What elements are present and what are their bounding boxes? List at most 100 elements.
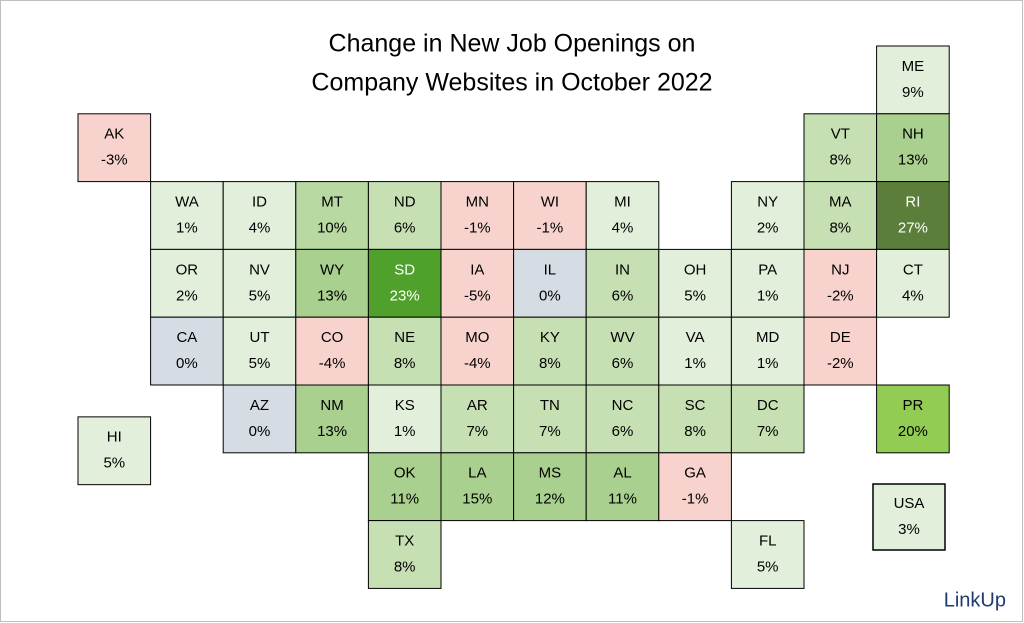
state-label: IA — [470, 261, 484, 278]
tile — [803, 316, 878, 386]
state-label: GA — [684, 465, 706, 482]
value-label: 8% — [829, 152, 851, 169]
state-label: MI — [614, 193, 631, 210]
value-label: 5% — [103, 455, 125, 472]
tile — [872, 483, 946, 551]
state-label: ND — [394, 193, 416, 210]
value-label: 6% — [612, 423, 634, 440]
value-label: 0% — [249, 423, 271, 440]
title-line: Company Websites in October 2022 — [311, 69, 712, 97]
value-label: 4% — [612, 219, 634, 236]
value-label: 6% — [394, 219, 416, 236]
value-label: 23% — [390, 287, 420, 304]
tile — [585, 316, 660, 386]
value-label: 3% — [898, 521, 920, 538]
tile — [730, 248, 805, 318]
tile — [367, 248, 442, 318]
value-label: 1% — [176, 219, 198, 236]
tile — [222, 384, 297, 454]
tile — [803, 113, 878, 183]
value-label: 8% — [684, 423, 706, 440]
tile — [513, 181, 587, 250]
state-label: WI — [541, 193, 559, 210]
tile — [367, 520, 442, 589]
tile — [730, 316, 805, 386]
value-label: -2% — [827, 355, 854, 372]
state-label: KS — [395, 397, 415, 414]
value-label: 11% — [390, 491, 419, 508]
state-label: IL — [544, 261, 557, 278]
value-label: 2% — [176, 287, 198, 304]
tile — [440, 248, 515, 318]
value-label: 4% — [902, 287, 924, 304]
state-label: PR — [902, 397, 923, 414]
value-label: 6% — [612, 287, 634, 304]
tile — [440, 452, 515, 522]
tile — [658, 384, 732, 454]
state-label: AR — [467, 397, 488, 414]
value-label: 13% — [898, 152, 928, 169]
tile — [876, 384, 950, 454]
state-label: CA — [176, 329, 197, 346]
value-label: 10% — [317, 219, 347, 236]
state-label: NC — [612, 397, 634, 414]
tile — [295, 384, 369, 454]
value-label: -4% — [319, 355, 346, 372]
state-label: NM — [320, 397, 343, 414]
value-label: 6% — [612, 355, 634, 372]
tile — [222, 248, 297, 318]
state-label: VA — [686, 329, 705, 346]
tile — [803, 248, 878, 318]
tile — [513, 248, 587, 318]
state-label: TN — [540, 397, 560, 414]
tile — [150, 248, 224, 318]
state-label: CT — [903, 261, 923, 278]
state-label: WY — [320, 261, 344, 278]
tile — [367, 316, 442, 386]
value-label: -1% — [464, 219, 491, 236]
state-label: SD — [394, 261, 415, 278]
tile — [295, 316, 369, 386]
state-label: NH — [902, 126, 924, 143]
tile — [295, 248, 369, 318]
tile — [77, 416, 152, 486]
tile — [803, 181, 878, 250]
tile — [513, 384, 587, 454]
logo: LinkUp — [944, 589, 1006, 611]
tile — [658, 452, 732, 522]
state-label: NV — [249, 261, 270, 278]
value-label: 0% — [539, 287, 561, 304]
value-label: 27% — [898, 219, 928, 236]
value-label: -4% — [464, 355, 491, 372]
state-label: MA — [829, 193, 852, 210]
state-label: NY — [757, 193, 778, 210]
value-label: 1% — [757, 355, 779, 372]
tile — [585, 181, 660, 250]
state-label: OH — [684, 261, 707, 278]
state-label: TX — [395, 532, 414, 549]
value-label: -1% — [682, 491, 709, 508]
state-label: HI — [107, 429, 122, 446]
value-label: 5% — [757, 558, 779, 575]
value-label: 13% — [317, 287, 347, 304]
value-label: 8% — [829, 219, 851, 236]
value-label: 2% — [757, 219, 779, 236]
tile — [367, 181, 442, 250]
state-label: UT — [250, 329, 270, 346]
tile — [730, 181, 805, 250]
value-label: 9% — [902, 84, 924, 101]
value-label: 1% — [394, 423, 416, 440]
value-label: 1% — [757, 287, 779, 304]
state-label: NE — [394, 329, 415, 346]
value-label: 12% — [535, 491, 565, 508]
tile — [585, 384, 660, 454]
tile — [730, 520, 805, 589]
state-label: AZ — [250, 397, 269, 414]
value-label: 0% — [176, 355, 198, 372]
tile — [77, 113, 152, 183]
state-label: OK — [394, 465, 416, 482]
value-label: 7% — [757, 423, 779, 440]
value-label: 4% — [249, 219, 271, 236]
state-label: WA — [175, 193, 199, 210]
